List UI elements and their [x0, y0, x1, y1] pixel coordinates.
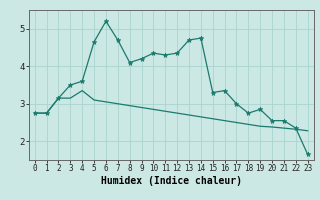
X-axis label: Humidex (Indice chaleur): Humidex (Indice chaleur): [101, 176, 242, 186]
